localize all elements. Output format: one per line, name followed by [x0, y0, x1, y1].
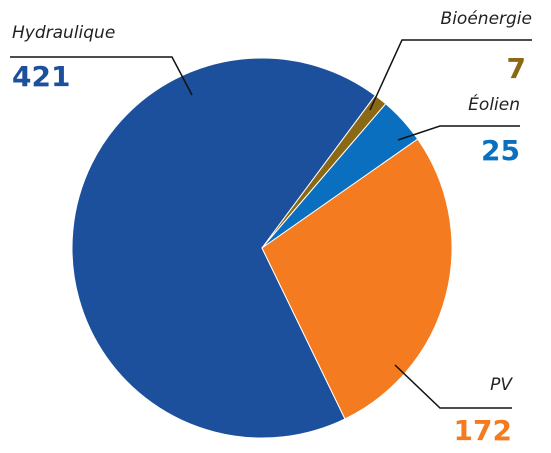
slice-value: 7 [507, 52, 526, 85]
pie-slice [71, 57, 376, 439]
slice-value: 25 [481, 134, 520, 167]
leader-line [397, 125, 520, 141]
pie-slice [261, 138, 453, 420]
slice-label: Bioénergie [441, 9, 532, 29]
slice-label: Éolien [468, 93, 520, 115]
slice-label: Hydraulique [12, 23, 115, 43]
slice-value: 421 [12, 60, 70, 93]
slice-value: 172 [454, 414, 512, 447]
leader-line [394, 364, 512, 409]
leader-line [10, 56, 193, 96]
leader-line [369, 39, 532, 111]
slice-label: PV [490, 375, 513, 395]
